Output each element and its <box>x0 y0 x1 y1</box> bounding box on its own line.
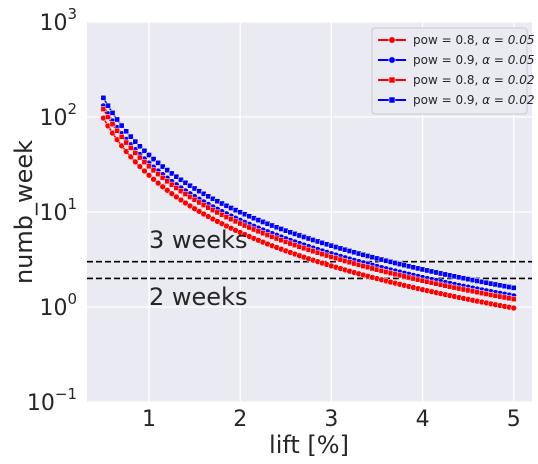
data-point <box>168 170 175 177</box>
y-tick-label: 100 <box>39 290 77 321</box>
data-point <box>164 167 171 173</box>
x-tick-label: 3 <box>324 407 338 432</box>
data-point <box>123 139 130 146</box>
data-point <box>173 173 180 180</box>
data-point <box>105 114 111 120</box>
data-point <box>132 150 139 156</box>
x-tick-label: 5 <box>507 407 521 432</box>
data-point <box>173 193 180 201</box>
legend-swatch-marker <box>388 36 396 44</box>
legend-swatch-marker <box>388 76 396 84</box>
annotations: 3 weeks 2 weeks <box>149 226 247 311</box>
data-point <box>159 183 166 190</box>
data-point <box>186 202 194 210</box>
data-point <box>159 174 166 181</box>
data-point <box>137 154 143 161</box>
x-tick-label: 2 <box>233 407 247 432</box>
data-point <box>141 159 148 165</box>
data-point <box>168 181 175 188</box>
x-tick-label: 1 <box>142 407 156 432</box>
data-point <box>136 163 144 170</box>
data-point <box>118 142 125 149</box>
data-point <box>113 136 121 143</box>
data-point <box>146 152 152 158</box>
legend: pow = 0.8, α = 0.05 pow = 0.9, α = 0.05 po… <box>371 27 534 115</box>
data-point <box>100 106 107 112</box>
data-point <box>155 171 161 177</box>
data-point <box>137 143 143 150</box>
legend-label: pow = 0.8, α = 0.05 <box>413 33 534 47</box>
data-point <box>109 110 116 116</box>
data-point <box>510 304 517 312</box>
data-point <box>177 196 185 204</box>
data-point <box>132 138 139 145</box>
tick-labels: 1 2 3 4 5 10−1 100 101 102 103 <box>27 5 521 432</box>
annotation-1: 3 weeks <box>149 226 247 254</box>
data-point <box>164 178 171 185</box>
data-point <box>118 122 125 129</box>
data-point <box>510 296 517 302</box>
data-point <box>123 148 130 155</box>
data-point <box>118 133 125 140</box>
data-point <box>155 160 161 166</box>
series-4 <box>100 94 517 291</box>
y-tick-label: 101 <box>39 195 77 226</box>
data-point <box>114 127 120 134</box>
data-point <box>150 176 157 183</box>
data-point <box>105 102 111 109</box>
data-point <box>150 167 157 174</box>
data-point <box>178 188 184 194</box>
data-point <box>141 147 148 154</box>
data-point <box>146 163 152 170</box>
data-point <box>164 187 171 194</box>
legend-label: pow = 0.8, α = 0.02 <box>413 73 534 87</box>
data-point <box>182 199 189 207</box>
data-point <box>159 163 166 170</box>
data-point <box>100 94 107 101</box>
legend-box <box>371 27 528 115</box>
data-point <box>132 158 139 165</box>
legend-label: pow = 0.9, α = 0.05 <box>413 53 534 67</box>
series-layer <box>100 94 517 312</box>
x-axis-label: lift [%] <box>269 431 349 459</box>
y-tick-label: 102 <box>39 100 77 131</box>
annotation-2: 2 weeks <box>149 283 247 311</box>
x-tick-label: 4 <box>416 407 430 432</box>
legend-swatch-marker <box>388 96 396 104</box>
series-1 <box>100 114 517 312</box>
legend-label: pow = 0.9, α = 0.02 <box>413 93 534 107</box>
data-point <box>141 167 148 175</box>
y-tick-label: 10−1 <box>27 385 77 416</box>
data-point <box>173 185 180 191</box>
y-axis-label: numb_week <box>10 140 38 284</box>
data-point <box>178 176 184 183</box>
data-point <box>182 191 189 197</box>
data-point <box>145 172 153 179</box>
legend-item-3: pow = 0.8, α = 0.02 <box>378 73 534 87</box>
data-point <box>127 133 134 140</box>
data-point <box>150 156 157 162</box>
legend-item-2: pow = 0.9, α = 0.05 <box>378 53 534 67</box>
data-point <box>127 153 134 160</box>
legend-swatch-marker <box>388 56 396 64</box>
data-point <box>510 284 517 291</box>
data-point <box>114 116 120 123</box>
y-tick-label: 103 <box>39 5 77 36</box>
data-point <box>109 121 116 127</box>
legend-item-1: pow = 0.8, α = 0.05 <box>378 33 534 47</box>
data-point <box>123 128 130 135</box>
data-point <box>168 190 175 197</box>
data-point <box>127 145 134 151</box>
data-point <box>154 179 162 187</box>
legend-item-4: pow = 0.9, α = 0.02 <box>378 93 534 107</box>
data-point <box>191 205 198 212</box>
series-3 <box>100 106 517 302</box>
data-point <box>182 179 189 186</box>
